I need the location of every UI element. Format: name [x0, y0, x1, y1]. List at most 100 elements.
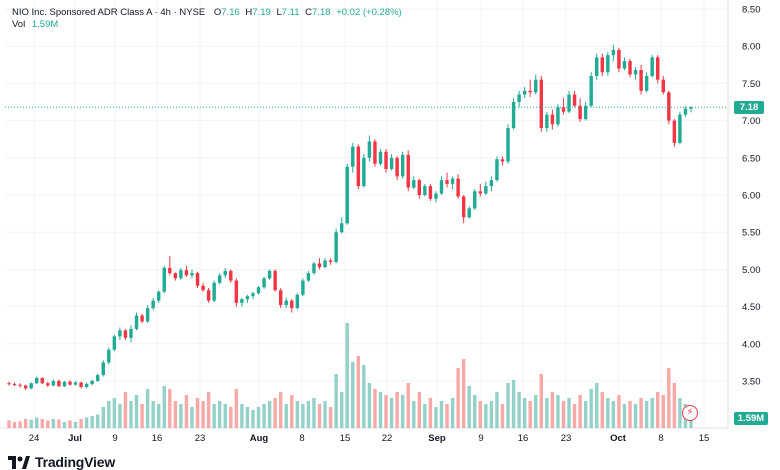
- legend-change: +0.02 (+0.28%): [336, 7, 402, 18]
- volume-bar: [206, 392, 211, 428]
- volume-bar: [112, 398, 117, 428]
- candle-body: [473, 191, 477, 209]
- candle-body: [617, 49, 621, 69]
- lightning-icon[interactable]: ⚡: [682, 405, 698, 421]
- candle-body: [140, 315, 144, 322]
- candle-body: [600, 57, 605, 73]
- volume-bar: [378, 392, 383, 428]
- volume-bar: [68, 420, 72, 428]
- legend-symbol: NIO Inc. Sponsored ADR Class A · 4h · NY…: [12, 7, 206, 18]
- price-axis-label: 5.00: [742, 265, 761, 276]
- volume-bar: [334, 374, 338, 428]
- candle-body: [450, 178, 455, 184]
- candle-body: [534, 79, 538, 93]
- legend-high-value: 7.19: [252, 7, 271, 18]
- volume-bar: [323, 401, 327, 428]
- candle-body: [184, 270, 189, 276]
- volume-bar: [90, 416, 94, 428]
- candle-body: [40, 378, 44, 384]
- candle-body: [278, 290, 283, 306]
- time-axis-label: 9: [478, 433, 483, 444]
- candle-body: [312, 263, 316, 274]
- candle-body: [173, 273, 178, 279]
- volume-bar: [179, 404, 183, 428]
- candle-body: [589, 75, 593, 106]
- last-price-tag: 7.18: [734, 100, 764, 114]
- candle-body: [428, 186, 433, 199]
- candle-body: [90, 381, 94, 384]
- candle-body: [545, 114, 549, 129]
- candle-body: [417, 180, 422, 195]
- candle-body: [373, 141, 377, 164]
- volume-bar: [339, 392, 344, 428]
- candle-body: [262, 278, 266, 288]
- volume-bar: [650, 398, 654, 428]
- volume-bar: [306, 401, 311, 428]
- candle-body: [251, 293, 255, 297]
- volume-bar: [57, 419, 61, 428]
- volume-bar: [367, 383, 372, 428]
- volume-bar: [40, 419, 44, 428]
- volume-bar: [201, 401, 205, 428]
- candle-body: [456, 178, 460, 197]
- candle-body: [306, 273, 311, 281]
- volume-bar: [35, 417, 39, 428]
- time-axis-label: Aug: [250, 433, 269, 444]
- price-axis-label: 6.00: [742, 191, 761, 202]
- volume-bar: [295, 401, 300, 428]
- candle-body: [656, 57, 660, 80]
- candle-body: [267, 270, 272, 279]
- candle-body: [489, 180, 494, 187]
- candle-body: [434, 193, 438, 199]
- volume-bar: [46, 420, 50, 428]
- candle-body: [578, 105, 582, 120]
- candle-body: [406, 154, 410, 188]
- time-axis-label: 24: [29, 433, 40, 444]
- volume-bar: [489, 401, 494, 428]
- candle-body: [467, 208, 471, 218]
- candle-body: [101, 362, 105, 376]
- volume-bar: [134, 395, 139, 428]
- volume-bar: [151, 401, 155, 428]
- candle-body: [145, 308, 150, 322]
- candle-body: [423, 186, 427, 195]
- legend-open-key: O: [213, 7, 222, 18]
- volume-bar: [345, 323, 349, 428]
- volume-bar: [617, 395, 621, 428]
- volume-bar: [51, 419, 56, 428]
- candle-body: [412, 180, 416, 188]
- candle-body: [639, 70, 643, 91]
- volume-bar: [622, 404, 627, 428]
- volume-bar: [389, 398, 394, 428]
- volume-bar: [129, 401, 133, 428]
- candle-body: [129, 328, 133, 338]
- volume-bar: [639, 398, 643, 428]
- candle-body: [644, 75, 649, 91]
- candle-body: [561, 107, 566, 112]
- candle-body: [661, 79, 665, 93]
- volume-bar: [583, 401, 588, 428]
- candle-body: [229, 270, 233, 281]
- volume-bar: [661, 395, 665, 428]
- candle-body: [234, 280, 239, 303]
- volume-bar: [644, 401, 649, 428]
- candle-body: [84, 383, 89, 387]
- volume-bar: [168, 389, 172, 428]
- volume-bar: [123, 392, 128, 428]
- volume-bar: [506, 383, 510, 428]
- candle-body: [628, 61, 632, 75]
- volume-bar: [79, 419, 83, 428]
- candle-body: [511, 102, 516, 129]
- candle-body: [290, 300, 294, 309]
- price-axis-label: 8.00: [742, 42, 761, 53]
- volume-bar: [84, 417, 89, 428]
- candle-body: [356, 146, 361, 187]
- candle-body: [123, 330, 128, 338]
- time-axis-label: 23: [195, 433, 206, 444]
- candle-body: [595, 57, 599, 76]
- volume-bar: [273, 398, 277, 428]
- candle-body: [201, 285, 205, 291]
- candle-body: [35, 378, 39, 384]
- volume-bar: [262, 404, 266, 428]
